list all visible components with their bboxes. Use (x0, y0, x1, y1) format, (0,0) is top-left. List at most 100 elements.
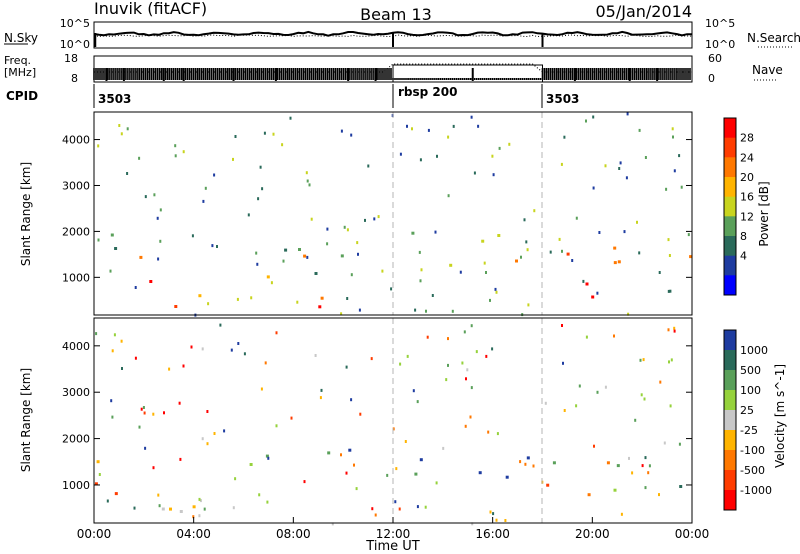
echo-cell (659, 380, 662, 384)
nave-label: Nave (752, 63, 783, 77)
echo-cell (364, 218, 366, 222)
ytick-label: 4000 (62, 340, 90, 353)
echo-cell (658, 271, 661, 274)
echo-cell (118, 124, 121, 127)
echo-cell (628, 456, 630, 460)
xtick-label: 12:00 (376, 527, 411, 541)
echo-cell (340, 254, 344, 258)
echo-cell (483, 261, 486, 265)
xtick-label: 00:00 (77, 527, 112, 541)
colorbar-tick-label: -500 (740, 464, 765, 477)
echo-cell (470, 386, 473, 390)
power-colorbar: 28 24 20 16 12 8 4 (723, 117, 754, 296)
echo-cell (623, 230, 626, 234)
echo-cell (290, 416, 293, 420)
echo-cell (234, 135, 237, 138)
echo-cell (306, 255, 309, 259)
echo-cell (452, 124, 455, 128)
echo-cell (561, 249, 563, 253)
echo-cell (471, 522, 474, 526)
echo-cell (489, 510, 492, 514)
echo-cell (416, 505, 419, 509)
echo-cell (640, 393, 643, 397)
echo-cell (144, 195, 147, 199)
echo-cell (259, 165, 262, 169)
power-colorbar-label: Power [dB] (757, 181, 771, 246)
echo-cell (314, 354, 317, 357)
echo-cell (495, 518, 498, 522)
echo-cell (357, 252, 359, 256)
echo-cell (442, 446, 445, 450)
echo-cell (494, 287, 497, 291)
xtick-label: 08:00 (276, 527, 311, 541)
time-axis: 00:00 04:00 08:00 12:00 16:00 20:00 00:00 (77, 517, 709, 541)
echo-cell (598, 231, 601, 234)
echo-cell (158, 504, 161, 508)
freq-label-line2: [MHz] (4, 66, 36, 79)
echo-cell (447, 337, 449, 341)
echo-cell (673, 329, 676, 333)
echo-cell (296, 300, 299, 304)
ytick-label: 4000 (62, 134, 90, 147)
colorbar-swatch (724, 118, 736, 139)
echo-cell (216, 245, 218, 248)
colorbar-tick-label: 4 (740, 250, 747, 263)
freq-right-tick-bottom: 0 (708, 72, 715, 85)
echo-cell (303, 254, 307, 258)
xtick-label: 04:00 (176, 527, 211, 541)
echo-cell (206, 410, 209, 413)
echo-cell (406, 124, 408, 128)
echo-cell (508, 142, 511, 146)
echo-cell (153, 193, 156, 197)
echo-cell (126, 127, 129, 131)
echo-cell (606, 461, 610, 465)
echo-cell (566, 252, 570, 256)
echo-cell (399, 152, 402, 156)
echo-cell (111, 349, 114, 353)
echo-cell (201, 347, 204, 351)
echo-cell (121, 367, 123, 370)
echo-cell (265, 454, 269, 458)
echo-cell (425, 309, 427, 313)
cpid-label: CPID (6, 89, 38, 103)
echo-cell (669, 404, 672, 408)
echo-cell (560, 162, 563, 166)
echo-cell (367, 164, 370, 168)
echo-cell (207, 302, 210, 306)
echo-cell (306, 179, 309, 183)
echo-cell (497, 234, 501, 237)
nave-series (94, 63, 692, 73)
colorbar-tick-label: 500 (740, 364, 761, 377)
echo-cell (386, 473, 389, 477)
echo-cell (139, 255, 143, 259)
echo-cell (179, 457, 182, 461)
echo-cell (310, 217, 313, 221)
echo-cell (198, 514, 201, 518)
echo-cell (575, 216, 578, 220)
echo-cell (94, 482, 98, 486)
ytick-label: 1000 (62, 271, 90, 284)
echo-cell (491, 154, 494, 158)
echo-cell (658, 493, 660, 497)
xtick-label: 16:00 (475, 527, 510, 541)
echo-cell (434, 230, 437, 234)
echo-cell (161, 507, 165, 511)
echo-cell (247, 213, 250, 217)
colorbar-swatch (724, 216, 736, 237)
echo-cell (436, 154, 438, 158)
echo-cell (643, 397, 646, 401)
echo-cell (399, 362, 402, 366)
velocity-ylabel: Slant Range [km] (19, 368, 33, 472)
echo-cell (671, 127, 674, 131)
echo-cell (419, 158, 422, 162)
echo-cell (358, 308, 361, 312)
echo-cell (414, 308, 417, 312)
echo-cell (350, 273, 353, 277)
echo-cell (469, 415, 472, 419)
echo-cell (157, 493, 160, 497)
echo-cell (346, 228, 349, 232)
cpid-row: CPID 3503 rbsp 200 3503 (6, 84, 579, 108)
echo-cell (289, 116, 292, 120)
echo-cell (201, 437, 204, 441)
echo-cell (562, 361, 564, 365)
